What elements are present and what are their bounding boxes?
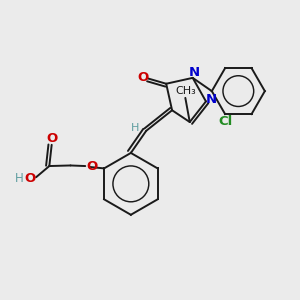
Text: Cl: Cl <box>218 115 232 128</box>
Text: CH₃: CH₃ <box>175 86 196 96</box>
Text: N: N <box>189 66 200 79</box>
Text: N: N <box>206 93 217 106</box>
Text: O: O <box>86 160 97 172</box>
Text: H: H <box>15 172 23 184</box>
Text: H: H <box>131 123 139 133</box>
Text: O: O <box>137 71 148 84</box>
Text: O: O <box>25 172 36 184</box>
Text: O: O <box>46 133 57 146</box>
